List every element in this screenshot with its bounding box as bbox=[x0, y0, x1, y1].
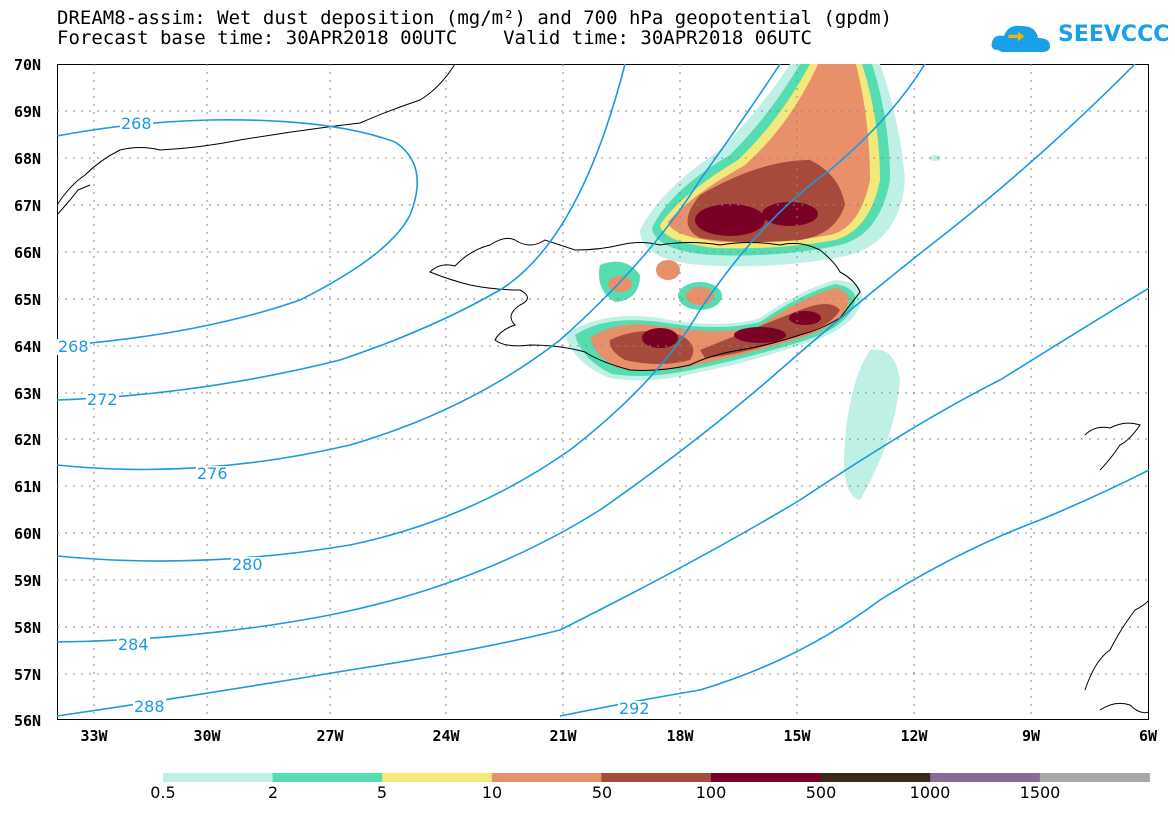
colorbar-label: 2 bbox=[267, 783, 279, 802]
lat-label: 67N bbox=[14, 197, 42, 215]
contour-label: 272 bbox=[86, 390, 119, 409]
lat-label: 70N bbox=[14, 56, 42, 74]
contour-label: 284 bbox=[117, 635, 150, 654]
lon-label: 9W bbox=[1021, 727, 1041, 745]
lon-label: 15W bbox=[783, 727, 811, 745]
colorbar-swatch bbox=[272, 773, 383, 782]
colorbar-swatch bbox=[601, 773, 712, 782]
lat-label: 63N bbox=[14, 385, 42, 403]
colorbar-swatch bbox=[382, 773, 493, 782]
logo-text: SEEVCCC bbox=[1058, 22, 1170, 47]
lon-label: 30W bbox=[193, 727, 221, 745]
map-title: DREAM8-assim: Wet dust deposition (mg/m²… bbox=[57, 7, 893, 29]
contour-label: 268 bbox=[120, 114, 153, 133]
lon-label: 21W bbox=[549, 727, 577, 745]
colorbar-swatch bbox=[1039, 773, 1150, 782]
lat-label: 65N bbox=[14, 291, 42, 309]
cloud-logo-icon bbox=[991, 25, 1050, 52]
colorbar-swatch bbox=[163, 773, 274, 782]
lon-label: 33W bbox=[80, 727, 108, 745]
lat-label: 68N bbox=[14, 150, 42, 168]
contour-label: 288 bbox=[133, 697, 166, 716]
lat-label: 62N bbox=[14, 431, 42, 449]
contour-label: 268 bbox=[57, 337, 90, 356]
coastline bbox=[57, 64, 1149, 714]
lon-label: 27W bbox=[316, 727, 344, 745]
lon-label: 6W bbox=[1138, 727, 1158, 745]
lat-label: 59N bbox=[14, 572, 42, 590]
contour-label: 292 bbox=[618, 699, 651, 718]
lat-label: 66N bbox=[14, 244, 42, 262]
dust-deposition-field bbox=[565, 64, 941, 500]
colorbar-swatch bbox=[711, 773, 822, 782]
map-subtitle: Forecast base time: 30APR2018 00UTC Vali… bbox=[57, 27, 812, 49]
lat-label: 64N bbox=[14, 338, 42, 356]
lat-label: 58N bbox=[14, 619, 42, 637]
contour-label: 276 bbox=[196, 464, 229, 483]
lon-label: 24W bbox=[432, 727, 460, 745]
lon-label: 12W bbox=[900, 727, 928, 745]
colorbar-label: 1000 bbox=[909, 783, 951, 802]
geopotential-contours bbox=[57, 64, 1149, 717]
lat-label: 56N bbox=[14, 712, 42, 730]
colorbar-label: 5 bbox=[376, 783, 388, 802]
colorbar-swatch bbox=[491, 773, 602, 782]
colorbar-label: 1500 bbox=[1019, 783, 1061, 802]
lat-label: 69N bbox=[14, 103, 42, 121]
contour-label: 280 bbox=[231, 555, 264, 574]
colorbar-label: 100 bbox=[695, 783, 727, 802]
colorbar-swatch bbox=[820, 773, 931, 782]
lat-label: 60N bbox=[14, 525, 42, 543]
colorbar-label: 500 bbox=[805, 783, 837, 802]
colorbar-label: 10 bbox=[481, 783, 503, 802]
lat-label: 61N bbox=[14, 478, 42, 496]
lat-label: 57N bbox=[14, 666, 42, 684]
colorbar-swatch bbox=[930, 773, 1041, 782]
map-frame bbox=[57, 64, 1149, 720]
lon-label: 18W bbox=[666, 727, 694, 745]
colorbar-label: 0.5 bbox=[150, 783, 176, 802]
colorbar-label: 50 bbox=[591, 783, 613, 802]
